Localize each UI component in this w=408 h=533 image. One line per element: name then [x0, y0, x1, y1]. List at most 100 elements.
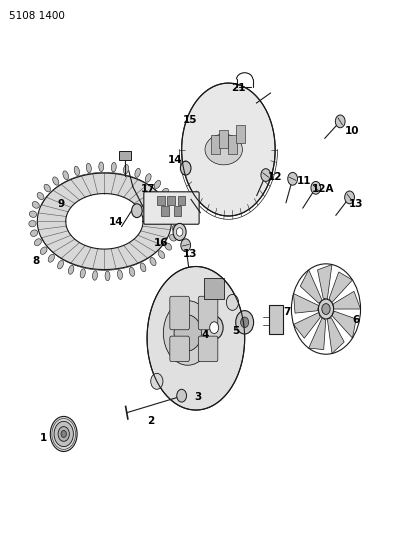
FancyBboxPatch shape	[170, 296, 189, 330]
Bar	[177, 196, 185, 205]
Ellipse shape	[150, 257, 156, 266]
Text: 17: 17	[141, 184, 155, 195]
Ellipse shape	[105, 271, 110, 281]
Bar	[211, 135, 220, 154]
Text: 8: 8	[33, 256, 40, 266]
Ellipse shape	[174, 315, 202, 351]
Bar	[228, 135, 237, 154]
Polygon shape	[317, 264, 332, 299]
Text: 12: 12	[268, 172, 282, 182]
Ellipse shape	[167, 197, 174, 204]
Text: 14: 14	[168, 155, 183, 165]
Polygon shape	[147, 266, 245, 410]
Ellipse shape	[172, 225, 180, 232]
Text: 4: 4	[202, 329, 209, 340]
Text: 14: 14	[109, 217, 124, 227]
Polygon shape	[293, 294, 319, 313]
Ellipse shape	[32, 201, 39, 208]
FancyBboxPatch shape	[144, 192, 199, 224]
Ellipse shape	[171, 206, 178, 213]
Circle shape	[288, 172, 297, 185]
Ellipse shape	[93, 271, 98, 280]
Circle shape	[318, 299, 334, 319]
Circle shape	[151, 373, 163, 389]
Ellipse shape	[154, 180, 161, 188]
Text: 6: 6	[353, 314, 360, 325]
Ellipse shape	[80, 269, 85, 278]
Circle shape	[261, 168, 271, 181]
Polygon shape	[37, 173, 171, 270]
Ellipse shape	[31, 230, 38, 237]
Ellipse shape	[173, 216, 180, 222]
Circle shape	[345, 191, 355, 204]
Ellipse shape	[44, 184, 51, 192]
Ellipse shape	[111, 163, 116, 172]
Circle shape	[180, 161, 191, 175]
Circle shape	[335, 115, 345, 128]
Polygon shape	[293, 312, 320, 338]
Text: 7: 7	[284, 306, 291, 317]
Text: 3: 3	[194, 392, 202, 402]
Bar	[236, 125, 245, 143]
Text: 13: 13	[348, 199, 363, 209]
Circle shape	[58, 426, 69, 441]
Circle shape	[241, 317, 249, 328]
Ellipse shape	[74, 166, 80, 175]
Bar	[204, 278, 224, 299]
Text: 2: 2	[148, 416, 155, 426]
FancyBboxPatch shape	[170, 336, 189, 362]
Ellipse shape	[53, 177, 59, 185]
Bar	[161, 206, 169, 216]
Ellipse shape	[140, 263, 146, 272]
Ellipse shape	[29, 221, 36, 227]
FancyBboxPatch shape	[198, 296, 218, 330]
Polygon shape	[182, 83, 275, 216]
Ellipse shape	[48, 254, 55, 262]
Ellipse shape	[211, 139, 237, 160]
Circle shape	[226, 294, 239, 310]
Bar	[157, 196, 164, 205]
Ellipse shape	[129, 267, 135, 277]
Circle shape	[61, 431, 67, 438]
Polygon shape	[329, 272, 353, 303]
Ellipse shape	[162, 188, 169, 196]
Ellipse shape	[169, 235, 177, 241]
Text: 10: 10	[345, 126, 360, 136]
Text: 21: 21	[231, 83, 245, 93]
Circle shape	[132, 204, 142, 217]
Bar	[220, 130, 228, 149]
Circle shape	[236, 311, 254, 334]
Circle shape	[205, 316, 223, 340]
Bar	[167, 196, 175, 205]
Circle shape	[176, 228, 183, 236]
Ellipse shape	[135, 168, 140, 177]
Circle shape	[54, 421, 73, 447]
Polygon shape	[327, 318, 344, 353]
Polygon shape	[300, 270, 322, 303]
Circle shape	[210, 322, 219, 334]
Ellipse shape	[158, 251, 165, 259]
Text: 5: 5	[232, 326, 239, 336]
Bar	[119, 151, 131, 160]
Ellipse shape	[34, 239, 41, 246]
Ellipse shape	[124, 165, 129, 174]
Bar	[269, 305, 283, 334]
Polygon shape	[334, 292, 361, 309]
Text: 5108 1400: 5108 1400	[9, 11, 65, 21]
Ellipse shape	[63, 171, 69, 180]
Polygon shape	[309, 318, 326, 350]
Ellipse shape	[40, 247, 47, 254]
Text: 12A: 12A	[312, 184, 335, 195]
Circle shape	[177, 389, 186, 402]
Text: 1: 1	[40, 433, 47, 443]
Text: 11: 11	[296, 176, 311, 187]
Circle shape	[181, 239, 191, 252]
Ellipse shape	[99, 162, 104, 172]
Ellipse shape	[29, 211, 37, 217]
Ellipse shape	[145, 174, 151, 182]
Ellipse shape	[86, 163, 91, 173]
FancyBboxPatch shape	[198, 336, 218, 362]
Text: 9: 9	[57, 199, 64, 209]
Text: 15: 15	[182, 115, 197, 125]
Text: 13: 13	[182, 249, 197, 259]
